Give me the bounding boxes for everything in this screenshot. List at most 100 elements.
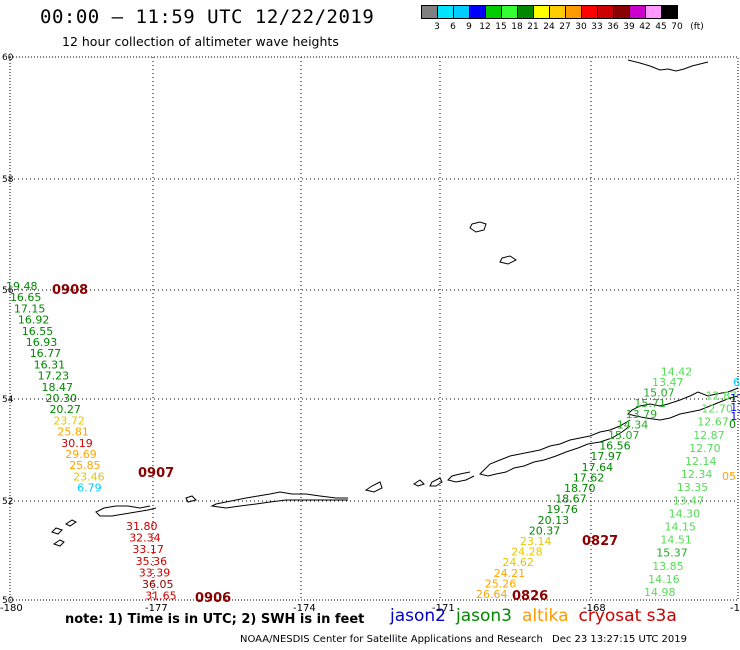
swh-value: 23.72 (53, 414, 85, 427)
scale-label: 42 (639, 22, 651, 32)
swh-value: 25.85 (69, 459, 101, 472)
coast-alaska-peninsula (627, 387, 739, 421)
swh-value: 14.34 (617, 418, 649, 431)
swh-value: 24.21 (494, 567, 525, 580)
swh-value: 19.48 (6, 280, 38, 293)
pass-time: 0907 (138, 466, 174, 481)
swh-value: 18.67 (555, 493, 587, 506)
swh-value: 26.64 (476, 588, 508, 601)
scale-label: 18 (511, 22, 523, 32)
swh-value: 25.81 (57, 426, 89, 439)
swh-value: 11.06 (730, 392, 740, 405)
map-frame (9, 56, 739, 601)
color-scale (421, 5, 678, 19)
swh-value: 14.30 (669, 507, 701, 520)
lat-label: 50 (2, 596, 14, 606)
swh-value: 14.98 (644, 586, 676, 599)
pass-time: 0826 (512, 589, 548, 604)
swh-value: 32.34 (129, 532, 161, 545)
coast-attu-small (51, 519, 77, 547)
swh-value: 13.79 (626, 408, 658, 421)
swh-value: 29.69 (65, 448, 97, 461)
scale-label: 27 (559, 22, 571, 32)
swh-value: 12.14 (685, 455, 717, 468)
swh-value: 16.56 (599, 440, 631, 453)
swh-value: 11.38 (730, 401, 740, 414)
lon-label: -16 (730, 603, 740, 614)
swh-value: 18.70 (564, 482, 596, 495)
swh-value: 12.87 (706, 390, 738, 403)
legend-entry: altika (522, 606, 569, 626)
track-cryosat: 19.4816.6517.1516.9216.5516.9316.7716.31… (6, 280, 105, 495)
swh-value: 16.65 (10, 291, 42, 304)
swh-value: 14.42 (661, 365, 693, 378)
swh-value: 36.05 (142, 578, 174, 591)
scale-label: 33 (591, 22, 603, 32)
swh-value-edge: 05 (722, 470, 736, 483)
coastlines (51, 59, 739, 547)
swh-value: 18.47 (42, 381, 74, 394)
swh-value: 15.07 (608, 429, 640, 442)
swh-value: 24.28 (511, 546, 543, 559)
swh-value: 33.39 (139, 566, 171, 579)
lat-label: 56 (2, 286, 14, 296)
scale-label: 30 (575, 22, 587, 32)
swh-value: 23.14 (520, 535, 552, 548)
track-jason2: 11.0611.3811.95 (730, 392, 740, 423)
chart-title: 00:00 – 11:59 UTC 12/22/2019 (40, 6, 375, 28)
swh-value: 13.47 (652, 376, 684, 389)
coast-umnak-1 (429, 477, 443, 487)
swh-value: 31.65 (145, 590, 177, 603)
generation-timestamp: Dec 23 13:27:15 UTC 2019 (552, 634, 687, 645)
scale-label: 3 (434, 22, 440, 32)
swh-value: 16.77 (30, 347, 62, 360)
swh-value: 16.55 (22, 325, 54, 338)
track-cryosat: 0906 (195, 591, 231, 606)
swh-value: 15.07 (643, 387, 675, 400)
swh-value: 17.62 (573, 471, 605, 484)
scale-label: 21 (527, 22, 539, 32)
swh-value: 31.80 (126, 520, 158, 533)
scale-label: 70 (671, 22, 683, 32)
track-jason3: 26.6425.2624.2124.6224.2823.1420.3720.13… (476, 365, 692, 601)
coast-aleutians-mid (447, 471, 475, 483)
scale-swatch (661, 5, 678, 19)
swh-value: 12.70 (701, 403, 733, 416)
scale-label: 6 (450, 22, 456, 32)
altimeter-tracks: 19.4816.6517.1516.9216.5516.9316.7716.31… (6, 280, 740, 606)
mission-legend: jason2 jason3 altika cryosat s3a (390, 606, 687, 626)
track-jason3: 14.9814.1613.8515.3714.5114.1514.3013.47… (512, 390, 737, 605)
swh-value: 16.92 (18, 314, 49, 327)
swh-value: 12.67 (697, 416, 729, 429)
swh-value: 6.79 (77, 482, 102, 495)
scale-label: 12 (479, 22, 491, 32)
lat-label: 60 (2, 53, 14, 63)
swh-value: 35.36 (136, 555, 168, 568)
swh-value: 20.30 (46, 392, 78, 405)
scale-label: (ft) (690, 22, 704, 32)
swh-value-edge: 0 (729, 418, 736, 431)
swh-value: 14.16 (648, 573, 680, 586)
lon-label: -174 (293, 603, 316, 614)
lon-label: -171 (432, 603, 455, 614)
swh-value: 14.51 (660, 534, 692, 547)
swh-value: 16.93 (26, 336, 58, 349)
coast-near-islands (95, 505, 157, 517)
scale-label: 39 (623, 22, 635, 32)
scale-label: 24 (543, 22, 555, 32)
swh-value: 15.71 (634, 397, 666, 410)
legend-entry: cryosat s3a (578, 606, 677, 626)
coast-aleutians-east (479, 419, 631, 477)
coast-alaska-north (627, 59, 709, 72)
swh-value: 33.17 (132, 543, 164, 556)
coast-andreanof (364, 481, 383, 493)
graticule (10, 57, 738, 600)
coast-umnak-2 (413, 479, 425, 487)
lon-label: -168 (583, 603, 606, 614)
lon-label: -180 (0, 603, 23, 614)
legend-entry: jason2 (390, 606, 446, 626)
swh-value: 16.31 (34, 358, 66, 371)
